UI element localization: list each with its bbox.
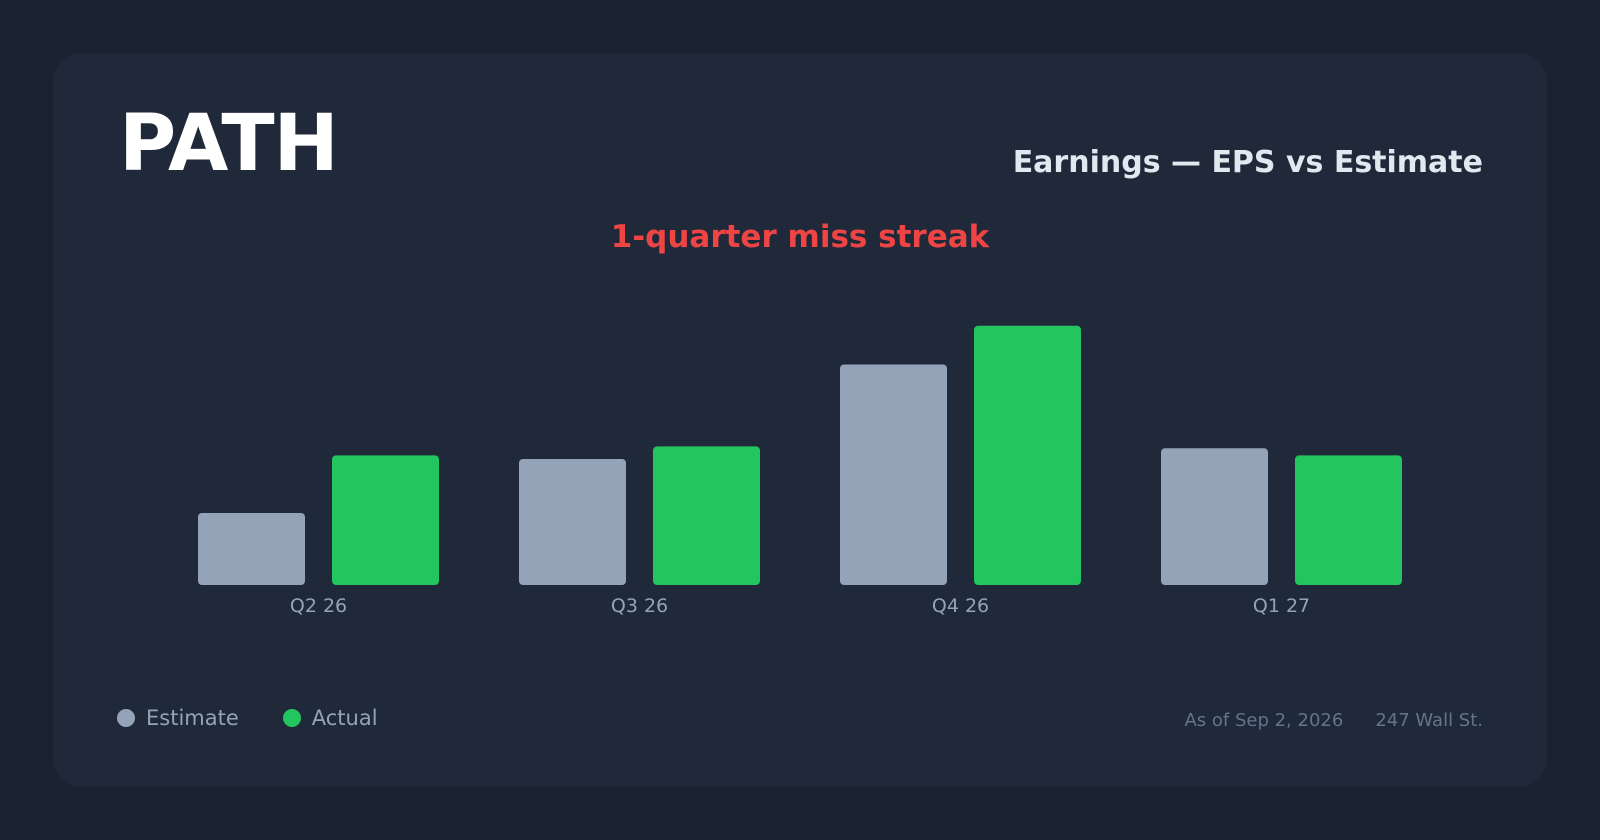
x-tick-label: Q2 26	[290, 595, 347, 617]
bar-actual-q3-26	[653, 446, 760, 585]
bar-actual-q2-26	[332, 455, 439, 585]
bar-estimate-q4-26	[840, 364, 947, 585]
bar-estimate-q3-26	[519, 459, 626, 585]
x-tick-label: Q4 26	[932, 595, 989, 617]
as-of-date: As of Sep 2, 2026	[1184, 710, 1344, 731]
chart-card: PATH Earnings — EPS vs Estimate 1-quarte…	[53, 53, 1547, 787]
bar-actual-q1-27	[1295, 455, 1402, 585]
source-label: 247 Wall St.	[1375, 710, 1483, 731]
bar-estimate-q2-26	[198, 513, 305, 585]
bar-chart: Q2 26 Q3 26 Q4 26 Q1 27	[198, 325, 1402, 617]
bar-estimate-q1-27	[1161, 448, 1268, 585]
estimate-swatch	[117, 709, 135, 727]
x-tick-label: Q1 27	[1253, 595, 1310, 617]
x-tick-label: Q3 26	[611, 595, 668, 617]
miss-streak-label: 1-quarter miss streak	[610, 219, 990, 255]
ticker-symbol: PATH	[119, 99, 339, 189]
legend-actual-label: Actual	[311, 706, 378, 730]
footer: As of Sep 2, 2026 247 Wall St.	[1184, 710, 1483, 731]
legend-item-estimate: Estimate	[117, 706, 239, 730]
legend: Estimate Actual	[117, 706, 422, 730]
actual-swatch	[282, 709, 301, 727]
legend-estimate-label: Estimate	[146, 706, 239, 730]
x-tick-labels: Q2 26 Q3 26 Q4 26 Q1 27	[290, 595, 1310, 617]
legend-item-actual: Actual	[282, 706, 378, 730]
chart-title: Earnings — EPS vs Estimate	[1012, 145, 1483, 180]
bar-actual-q4-26	[974, 325, 1081, 585]
bars-group	[198, 325, 1402, 585]
